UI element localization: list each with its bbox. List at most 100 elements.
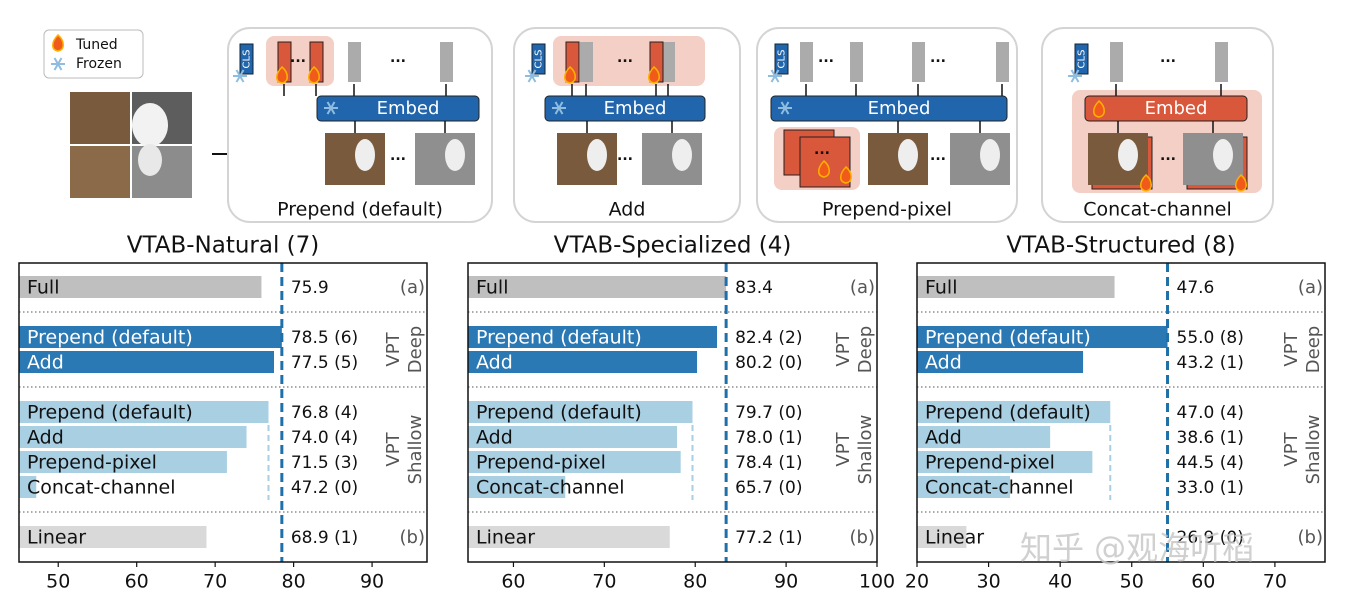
bar	[19, 426, 247, 448]
value-label: 65.7 (0)	[735, 478, 802, 498]
cls-label: CLS	[777, 50, 788, 69]
value-label: 33.0 (1)	[1177, 478, 1244, 498]
category-label: Prepend (default)	[925, 402, 1091, 424]
dog	[138, 144, 162, 176]
chart-title: VTAB-Natural (7)	[127, 233, 320, 259]
value-label: 82.4 (2)	[735, 328, 802, 348]
bar	[917, 451, 1093, 473]
cls-token	[1074, 43, 1089, 75]
value-label: 47.6	[1177, 278, 1215, 298]
value-label: 68.9 (1)	[291, 528, 358, 548]
plot-frame	[18, 262, 428, 563]
flame-icon	[1093, 99, 1105, 118]
category-label: Linear	[925, 527, 984, 549]
flame-icon	[818, 159, 830, 178]
dog	[980, 139, 1000, 171]
bar	[917, 351, 1084, 373]
bar	[19, 451, 227, 473]
bar	[917, 401, 1111, 423]
bar	[917, 476, 1011, 498]
category-label: Full	[925, 277, 958, 299]
image-patch	[1088, 133, 1148, 185]
dog	[587, 139, 607, 171]
ellipsis: ...	[930, 148, 946, 164]
token	[348, 42, 361, 82]
x-tick-label: 50	[46, 571, 70, 593]
snow-icon	[326, 101, 336, 115]
x-tick-label: 30	[976, 571, 1000, 593]
cls-token	[774, 43, 789, 75]
category-label: Prepend (default)	[476, 402, 642, 424]
bar	[917, 526, 967, 548]
flame-icon	[564, 65, 576, 84]
token	[440, 42, 453, 82]
category-label: Add	[27, 352, 64, 374]
group-label: VPT	[833, 331, 854, 366]
category-label: Add	[476, 427, 513, 449]
embed-block	[1084, 95, 1248, 122]
snow-icon	[554, 101, 564, 115]
bar	[468, 351, 698, 373]
bar	[19, 526, 207, 548]
value-label: 76.8 (4)	[291, 403, 358, 423]
category-label: Prepend (default)	[925, 327, 1091, 349]
value-label: 79.7 (0)	[735, 403, 802, 423]
ellipsis: ...	[290, 50, 306, 66]
group-label: (a)	[400, 277, 425, 298]
group-label: Shallow	[1303, 415, 1324, 485]
x-tick-label: 90	[774, 571, 798, 593]
category-label: Concat-channel	[476, 477, 625, 499]
image-patch	[70, 146, 130, 198]
token	[580, 42, 593, 82]
flame-icon	[1140, 173, 1152, 192]
panel-caption: Add	[609, 199, 646, 221]
bar	[917, 276, 1115, 298]
category-label: Add	[476, 352, 513, 374]
bar	[468, 276, 727, 298]
ellipsis: ...	[1160, 50, 1176, 66]
token	[662, 42, 675, 82]
image-patch	[557, 133, 617, 185]
category-label: Prepend-pixel	[925, 452, 1055, 474]
group-label: VPT	[383, 331, 404, 366]
group-label: (a)	[850, 277, 875, 298]
group-label: Shallow	[405, 415, 426, 485]
bar	[468, 326, 718, 348]
panel	[756, 27, 1018, 223]
panel-caption: Prepend (default)	[277, 199, 443, 221]
bar	[917, 426, 1051, 448]
x-tick-label: 70	[203, 571, 227, 593]
token	[800, 42, 813, 82]
category-label: Prepend-pixel	[27, 452, 157, 474]
group-label: VPT	[833, 431, 854, 466]
image-patch	[70, 92, 130, 144]
panel-caption: Prepend-pixel	[822, 199, 952, 221]
embed-label: Embed	[868, 98, 931, 119]
flame-icon	[1235, 173, 1247, 192]
chart-title: VTAB-Structured (8)	[1006, 233, 1235, 259]
snow-icon	[527, 69, 537, 83]
plot-frame	[467, 262, 878, 563]
token	[1110, 42, 1123, 82]
bar	[19, 401, 269, 423]
image-patch	[950, 133, 1010, 185]
value-label: 80.2 (0)	[735, 353, 802, 373]
dog	[1118, 139, 1138, 171]
group-label: (b)	[1298, 527, 1323, 548]
token	[912, 42, 925, 82]
category-label: Full	[27, 277, 60, 299]
token	[850, 42, 863, 82]
group-label: Deep	[855, 326, 876, 373]
ellipsis: ...	[930, 50, 946, 66]
embed-block	[544, 95, 706, 122]
image-patch	[868, 133, 928, 185]
ellipsis: ...	[818, 50, 834, 66]
cls-label: CLS	[534, 50, 545, 69]
value-label: 47.0 (4)	[1177, 403, 1244, 423]
category-label: Concat-channel	[27, 477, 176, 499]
x-tick-label: 60	[1191, 571, 1215, 593]
category-label: Prepend (default)	[27, 327, 193, 349]
group-label: VPT	[383, 431, 404, 466]
snow-icon	[780, 101, 790, 115]
